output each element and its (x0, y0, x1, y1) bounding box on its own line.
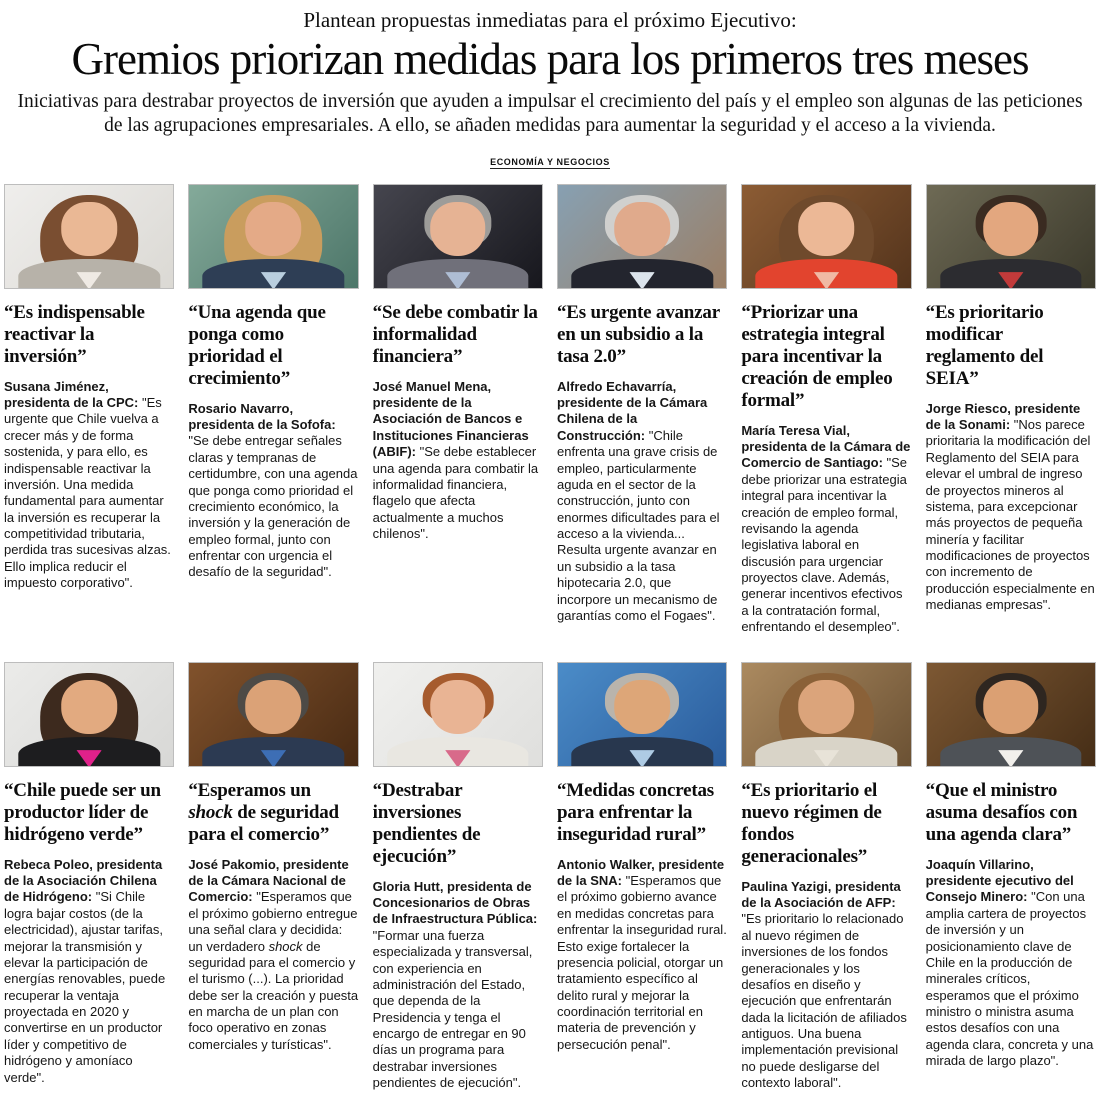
profile-card: “Priorizar una estrategia integral para … (741, 183, 912, 636)
attribution: Alfredo Echavarría, presidente de la Cám… (556, 378, 708, 443)
article-header: Plantean propuestas inmediatas para el p… (4, 8, 1096, 170)
portrait-photo (4, 183, 175, 289)
quote-text: "Es urgente que Chile vuelva a crecer má… (4, 395, 171, 591)
portrait-face (614, 202, 670, 256)
quote-text: "Se debe establecer una agenda para comb… (372, 444, 539, 542)
portrait-photo (4, 661, 175, 767)
quote-text: "Con una amplia cartera de proyectos de … (925, 889, 1094, 1069)
quote-headline: “Es prioritario modificar reglamento del… (925, 301, 1044, 389)
quote-body: Joaquín Villarino, presidente ejecutivo … (926, 857, 1096, 1070)
profile-card: “Es indispensable reactivar la inversión… (4, 183, 175, 636)
quote-headline: “Que el ministro asuma desafíos con una … (925, 779, 1078, 845)
attribution: Susana Jiménez, presidenta de la CPC: (4, 378, 139, 411)
quote-text: "Nos parece prioritaria la modificación … (925, 417, 1095, 613)
quote-text: "Chile enfrenta una grave crisis de empl… (556, 427, 720, 623)
attribution: Jorge Riesco, presidente de la Sonami: (925, 400, 1081, 433)
profile-card: “Una agenda que ponga como prioridad el … (188, 183, 359, 636)
attribution: Gloria Hutt, presidenta de Concesionario… (372, 878, 538, 927)
quote-headline: “Es urgente avanzar en un subsidio a la … (556, 301, 720, 367)
quote-body: Gloria Hutt, presidenta de Concesionario… (373, 879, 543, 1092)
portrait-photo (925, 661, 1096, 767)
quote-text: "Formar una fuerza especializada y trans… (372, 927, 533, 1091)
profile-card: “Es urgente avanzar en un subsidio a la … (556, 183, 728, 636)
kicker: Plantean propuestas inmediatas para el p… (303, 8, 797, 32)
quote-text: "Si Chile logra bajar costos (de la elec… (4, 889, 166, 1085)
profile-card: “Chile puede ser un productor líder de h… (4, 661, 175, 1092)
main-headline: Gremios priorizan medidas para los prime… (71, 34, 1030, 84)
section-tag-wrap: ECONOMÍA Y NEGOCIOS (4, 152, 1096, 170)
portrait-face (245, 680, 302, 734)
quote-text: "Esperamos que el próximo gobierno avanc… (556, 873, 727, 1052)
portrait-face (983, 202, 1039, 256)
quote-body: Jorge Riesco, presidente de la Sonami: "… (926, 401, 1096, 614)
profile-card: “Se debe combatir la informalidad financ… (372, 183, 543, 636)
portrait-face (983, 680, 1039, 734)
portrait-photo (372, 661, 543, 767)
quote-headline: “Una agenda que ponga como prioridad el … (188, 301, 326, 389)
attribution: Rosario Navarro, presidenta de la Sofofa… (188, 400, 336, 433)
quote-headline: “Esperamos un shock de seguridad para el… (188, 779, 339, 845)
attribution: Paulina Yazigi, presidenta de la Asociac… (741, 878, 901, 911)
quote-headline: “Destrabar inversiones pendientes de eje… (372, 779, 481, 867)
attribution: José Manuel Mena, presidente de la Asoci… (372, 378, 529, 460)
quote-headline: “Se debe combatir la informalidad financ… (372, 301, 538, 367)
quote-body: Rebeca Poleo, presidenta de la Asociació… (4, 857, 174, 1086)
profile-card: “Medidas concretas para enfrentar la ins… (556, 661, 728, 1092)
quote-headline: “Es prioritario el nuevo régimen de fond… (741, 779, 882, 867)
section-tag: ECONOMÍA Y NEGOCIOS (490, 156, 610, 169)
portrait-photo (188, 661, 359, 767)
quote-headline: “Priorizar una estrategia integral para … (741, 301, 893, 411)
quote-headline: “Medidas concretas para enfrentar la ins… (556, 779, 714, 845)
portrait-face (430, 680, 486, 734)
portrait-photo (372, 183, 543, 289)
quote-headline: “Es indispensable reactivar la inversión… (4, 301, 145, 367)
profile-card: “Esperamos un shock de seguridad para el… (188, 661, 359, 1092)
quote-body: Susana Jiménez, presidenta de la CPC: "E… (4, 379, 174, 592)
profile-card: “Que el ministro asuma desafíos con una … (925, 661, 1096, 1092)
attribution: María Teresa Vial, presidenta de la Cáma… (741, 422, 911, 471)
quote-text: "Esperamos que el próximo gobierno entre… (188, 889, 359, 1052)
quote-body: Paulina Yazigi, presidenta de la Asociac… (741, 879, 911, 1092)
quote-text: "Se debe entregar señales claras y tempr… (188, 433, 358, 580)
quote-body: José Manuel Mena, presidente de la Asoci… (373, 379, 543, 543)
portrait-photo (925, 183, 1096, 289)
portrait-face (798, 680, 855, 734)
profile-card: “Es prioritario el nuevo régimen de fond… (741, 661, 912, 1092)
portrait-face (245, 202, 302, 256)
quote-headline: “Chile puede ser un productor líder de h… (4, 779, 161, 845)
profile-card: “Es prioritario modificar reglamento del… (925, 183, 1096, 636)
quote-body: Rosario Navarro, presidenta de la Sofofa… (188, 401, 358, 581)
deck: Iniciativas para destrabar proyectos de … (17, 91, 1083, 136)
quote-body: María Teresa Vial, presidenta de la Cáma… (741, 423, 911, 636)
quote-body: José Pakomio, presidente de la Cámara Na… (188, 857, 358, 1054)
portrait-face (614, 680, 670, 734)
portrait-face (798, 202, 855, 256)
portrait-photo (741, 661, 912, 767)
quote-text: "Se debe priorizar una estrategia integr… (741, 455, 908, 635)
quote-text: "Es prioritario lo relacionado al nuevo … (741, 911, 907, 1091)
portrait-face (61, 202, 117, 256)
portrait-face (61, 680, 117, 734)
quote-body: Alfredo Echavarría, presidente de la Cám… (557, 379, 727, 625)
portrait-face (430, 202, 486, 256)
portrait-photo (188, 183, 359, 289)
portrait-photo (556, 661, 728, 767)
quote-body: Antonio Walker, presidente de la SNA: "E… (557, 857, 727, 1054)
portrait-photo (741, 183, 912, 289)
portrait-photo (556, 183, 728, 289)
profiles-grid: “Es indispensable reactivar la inversión… (4, 183, 1096, 1092)
profile-card: “Destrabar inversiones pendientes de eje… (372, 661, 543, 1092)
